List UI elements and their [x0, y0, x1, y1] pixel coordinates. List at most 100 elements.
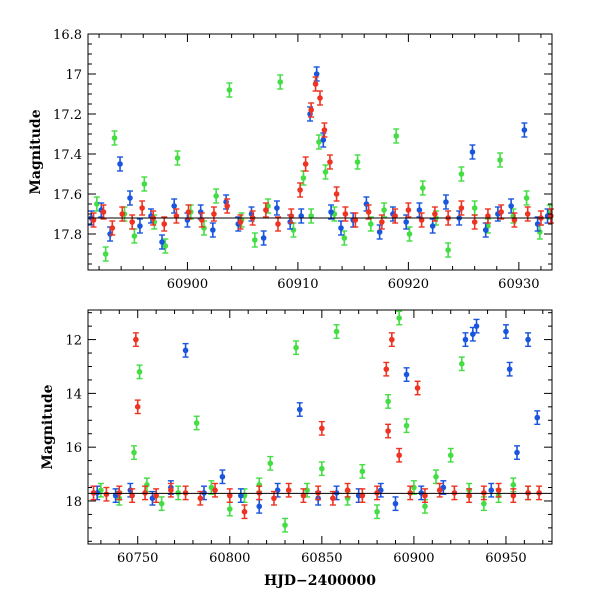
data-point-red: [173, 213, 180, 219]
data-point-red: [297, 187, 303, 193]
data-point-green: [359, 468, 366, 475]
data-point-blue: [521, 127, 528, 133]
data-point-blue: [514, 449, 520, 456]
data-point-green: [213, 193, 219, 199]
data-point-red: [312, 81, 319, 87]
data-point-red: [319, 425, 325, 432]
data-point-green: [458, 360, 465, 367]
data-point-red: [161, 221, 168, 227]
x-tick-label: 60850: [301, 551, 342, 566]
data-point-red: [90, 217, 97, 223]
data-point-red: [414, 385, 421, 391]
data-point-blue: [182, 347, 189, 354]
y-tick-label: 16: [65, 441, 82, 456]
data-point-red: [471, 219, 478, 225]
data-point-blue: [525, 336, 531, 343]
bottom-panel: 60750 60800 60850 60900 60950 12 14 16 18 Magnit…: [40, 309, 553, 589]
data-point-red: [302, 161, 309, 167]
data-point-red: [511, 217, 518, 223]
data-point-red: [432, 211, 438, 217]
data-point-blue: [503, 328, 509, 335]
data-point-blue: [260, 235, 267, 241]
top-panel: 60900 60910 60920 60930 16.8 17 17.2 17.4 17.6 17…: [28, 28, 554, 292]
data-point-blue: [506, 366, 513, 372]
x-tick-label: 60800: [209, 551, 250, 566]
data-point-green: [111, 135, 118, 141]
data-point-red: [197, 495, 204, 502]
data-point-green: [308, 213, 314, 219]
data-point-blue: [508, 203, 514, 209]
x-tick-label: 60900: [167, 277, 208, 292]
data-point-green: [510, 482, 517, 488]
y-tick-label: 17.4: [53, 148, 82, 163]
data-point-red: [344, 487, 351, 494]
x-tick-label: 60750: [117, 551, 158, 566]
data-point-red: [211, 211, 217, 217]
data-point-blue: [171, 203, 177, 209]
data-point-blue: [313, 71, 320, 77]
data-point-blue: [376, 229, 383, 235]
data-point-green: [193, 420, 200, 426]
y-tick-label: 17: [65, 68, 82, 83]
data-point-blue: [137, 223, 143, 229]
data-point-red: [133, 336, 139, 343]
top-panel-frame: [87, 33, 553, 271]
data-point-blue: [488, 487, 495, 494]
data-point-blue: [462, 336, 469, 343]
bottom-panel-y-axis-label: Magnitude: [40, 384, 56, 469]
data-point-blue: [473, 323, 480, 329]
data-point-blue: [338, 225, 344, 231]
data-point-red: [436, 487, 443, 494]
data-point-red: [237, 219, 244, 225]
x-tick-label: 60950: [485, 551, 526, 566]
data-point-blue: [534, 221, 541, 227]
data-point-green: [162, 243, 169, 249]
y-tick-label: 17.8: [53, 228, 82, 243]
data-point-red: [116, 490, 123, 496]
top-panel-ticks: 60900 60910 60920 60930 16.8 17 17.2 17.4 17.6 17…: [53, 28, 552, 292]
data-point-green: [374, 508, 380, 515]
data-point-red: [379, 219, 385, 225]
data-point-green: [393, 133, 400, 139]
data-point-red: [466, 492, 472, 499]
data-point-green: [141, 181, 148, 187]
data-point-red: [342, 211, 349, 217]
data-point-red: [129, 492, 135, 499]
data-point-red: [333, 191, 340, 197]
data-point-green: [277, 79, 284, 85]
data-point-red: [109, 225, 116, 231]
data-point-red: [418, 217, 425, 223]
data-point-red: [498, 209, 504, 215]
data-point-red: [275, 221, 281, 227]
data-point-red: [256, 490, 263, 496]
data-point-green: [252, 237, 258, 243]
y-tick-label: 17.2: [53, 108, 82, 123]
data-point-green: [381, 207, 387, 213]
data-point-red: [389, 336, 395, 343]
data-point-red: [285, 487, 292, 494]
data-point-red: [458, 205, 465, 211]
data-point-green: [136, 369, 143, 375]
data-point-green: [102, 251, 109, 257]
data-point-red: [271, 495, 277, 502]
data-point-red: [327, 159, 333, 165]
data-point-red: [129, 219, 135, 225]
data-point-red: [392, 213, 398, 219]
data-point-blue: [219, 473, 226, 480]
data-point-green: [368, 221, 374, 227]
data-point-blue: [429, 223, 436, 229]
data-point-blue: [443, 199, 449, 205]
data-point-red: [198, 217, 205, 223]
data-point-green: [403, 422, 410, 429]
data-point-blue: [210, 227, 216, 233]
data-point-green: [433, 473, 439, 480]
data-point-red: [385, 428, 391, 434]
data-point-green: [458, 171, 465, 177]
data-point-green: [226, 87, 233, 93]
y-tick-label: 18: [65, 495, 82, 510]
data-point-blue: [287, 219, 293, 225]
data-point-green: [282, 522, 288, 528]
y-tick-label: 16.8: [53, 28, 82, 43]
bottom-panel-points: [90, 310, 543, 533]
data-point-green: [333, 328, 340, 335]
